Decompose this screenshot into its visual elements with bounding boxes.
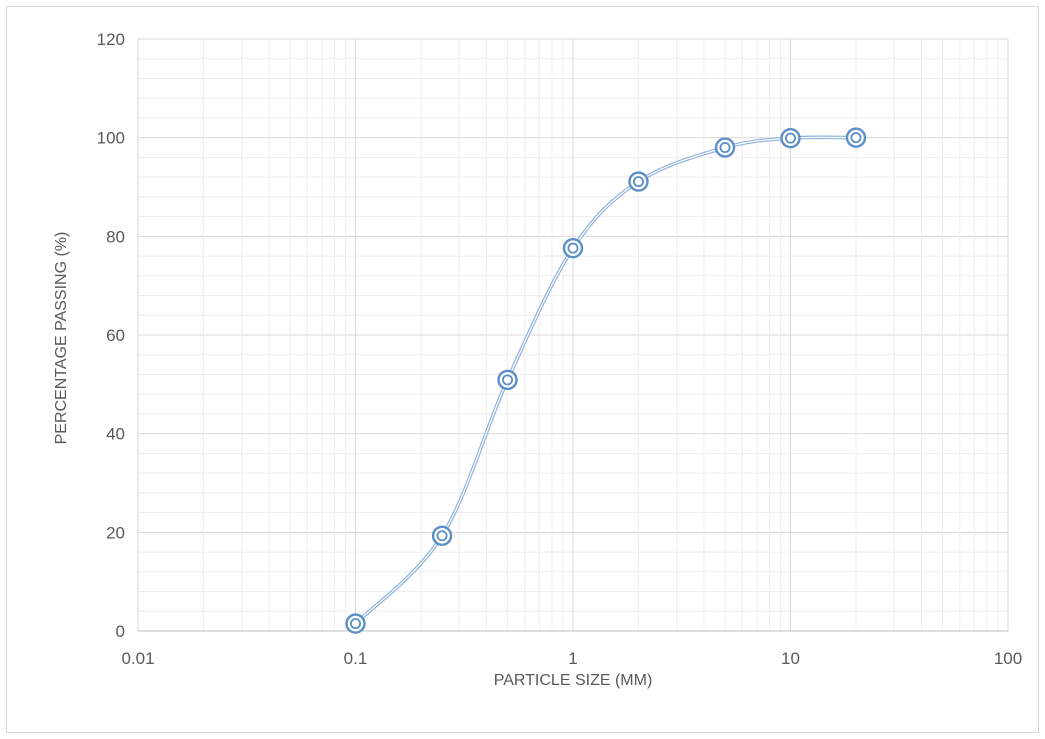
y-tick-label: 120 — [97, 30, 125, 49]
y-tick-label: 80 — [106, 227, 125, 246]
x-tick-label: 0.01 — [121, 649, 154, 668]
data-point-marker — [845, 127, 867, 148]
data-point-marker — [345, 613, 366, 634]
y-tick-label: 60 — [106, 326, 125, 345]
marker-inner-ring — [436, 530, 448, 542]
marker-inner-ring — [850, 132, 862, 144]
grid-layer — [137, 38, 1009, 632]
data-point-marker — [714, 137, 736, 158]
x-tick-label: 0.1 — [344, 649, 368, 668]
y-axis-title: PERCENTAGE PASSING (%) — [53, 232, 70, 445]
data-point-marker — [780, 127, 801, 149]
label-layer: 0.01 0.1 1 10 100 0 20 40 60 80 100 120 — [97, 30, 1023, 668]
x-tick-label: 100 — [994, 649, 1022, 668]
y-tick-label: 100 — [97, 129, 125, 148]
data-point-marker — [497, 369, 518, 391]
chart-frame: 0.01 0.1 1 10 100 0 20 40 60 80 100 120 PARTICLE SI… — [6, 6, 1039, 733]
data-point-marker — [562, 237, 584, 259]
x-tick-label: 1 — [568, 649, 577, 668]
x-tick-label: 10 — [781, 649, 800, 668]
data-point-marker — [431, 525, 453, 546]
marker-inner-ring — [632, 176, 644, 188]
marker-inner-ring — [502, 374, 514, 386]
y-tick-label: 40 — [106, 425, 125, 444]
y-tick-label: 20 — [106, 523, 125, 542]
series-layer — [345, 127, 867, 634]
chart-svg: 0.01 0.1 1 10 100 0 20 40 60 80 100 120 PARTICLE SI… — [53, 30, 1023, 689]
marker-inner-ring — [785, 132, 797, 144]
data-point-marker — [628, 171, 649, 192]
marker-inner-ring — [349, 618, 361, 630]
marker-inner-ring — [567, 242, 579, 254]
y-tick-label: 0 — [116, 622, 125, 641]
marker-inner-ring — [719, 142, 731, 154]
x-axis-title: PARTICLE SIZE (MM) — [494, 672, 653, 689]
